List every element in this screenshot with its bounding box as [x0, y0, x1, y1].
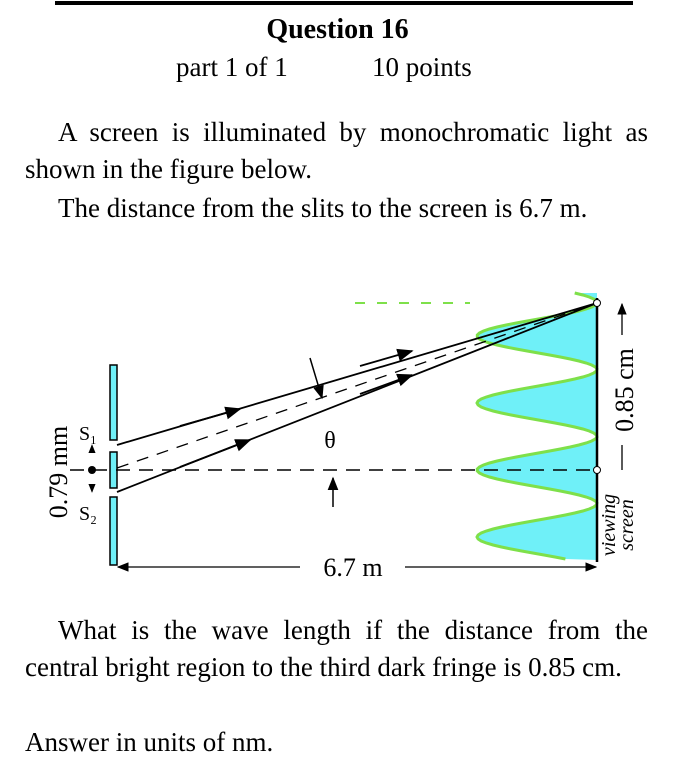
barrier — [109, 364, 118, 566]
ray-arrow — [359, 373, 414, 395]
question: What is the wave length if the distance … — [25, 615, 648, 682]
separation-label: 0.79 mm — [44, 426, 73, 518]
slit-label: S₂ — [79, 503, 97, 525]
title: Question 16 — [266, 14, 409, 45]
ray-arrow — [359, 348, 414, 367]
intensity-curve — [475, 291, 599, 561]
center-point — [593, 466, 601, 474]
fringe-label: 0.85 cm — [610, 348, 639, 432]
angle-arrow — [309, 357, 324, 400]
paragraph: A screen is illuminated by monochromatic… — [25, 117, 648, 184]
fringe-point — [593, 299, 601, 307]
gap-dot — [88, 466, 96, 474]
answer-prompt: Answer in units of nm. — [25, 727, 274, 757]
points: 10 points — [372, 52, 472, 82]
distance-label: 6.7 m — [323, 553, 382, 582]
slit-label: S₁ — [79, 423, 97, 445]
screen-label: screen — [616, 499, 638, 550]
angle-label: θ — [324, 428, 336, 454]
part: part 1 of 1 — [176, 52, 288, 82]
ray-arrow — [179, 406, 242, 427]
ray-arrow — [179, 439, 252, 468]
paragraph: The distance from the slits to the scree… — [58, 193, 588, 223]
screen-label: viewing — [598, 494, 620, 556]
ray-center — [116, 302, 598, 469]
